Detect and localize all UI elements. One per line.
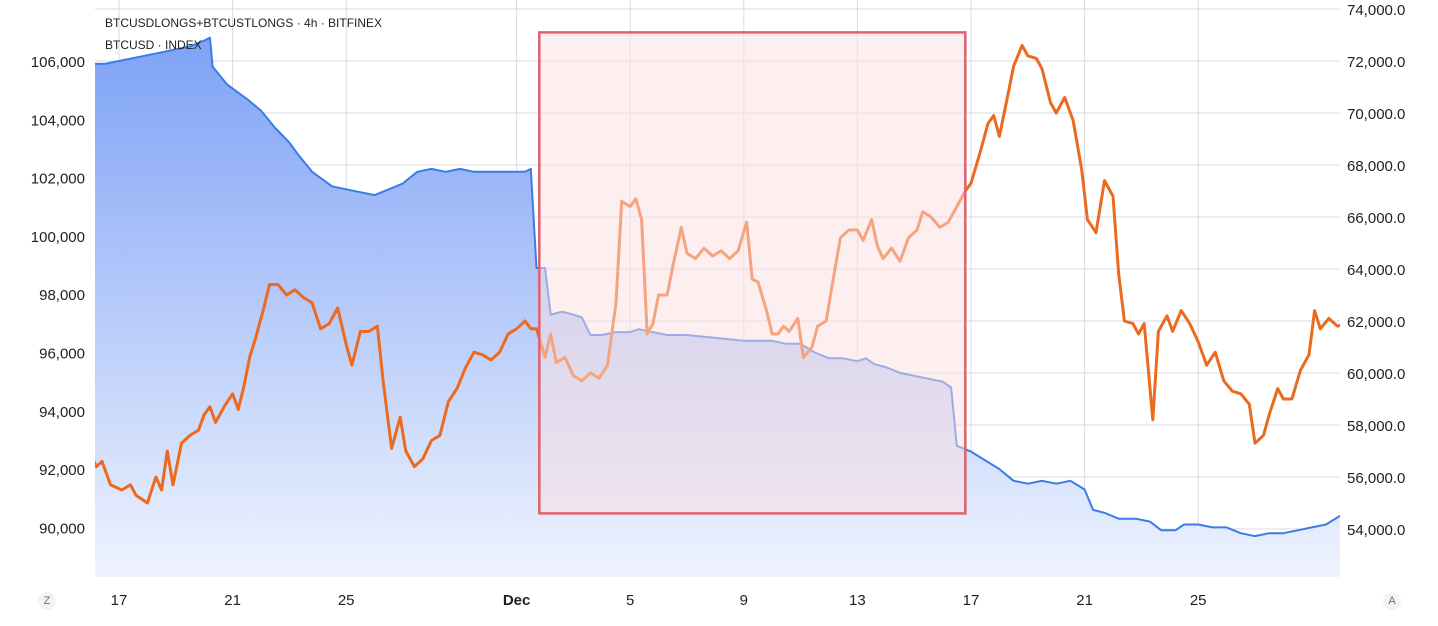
x-tick-label: 13 — [849, 592, 866, 609]
left-y-tick-label: 96,000 — [39, 346, 85, 363]
x-tick-label: 5 — [626, 592, 634, 609]
x-tick-label: 17 — [963, 592, 980, 609]
right-y-tick-label: 68,000.0 — [1347, 158, 1405, 175]
left-y-tick-label: 98,000 — [39, 287, 85, 304]
right-y-tick-label: 58,000.0 — [1347, 418, 1405, 435]
longs-area-fill — [95, 37, 1340, 577]
scale-a-button[interactable]: A — [1383, 592, 1401, 610]
x-tick-label: 21 — [1076, 592, 1093, 609]
highlight-rectangle — [538, 31, 967, 515]
x-tick-label: 25 — [338, 592, 355, 609]
left-y-tick-label: 90,000 — [39, 520, 85, 537]
x-tick-label: 17 — [111, 592, 128, 609]
x-tick-label: 9 — [740, 592, 748, 609]
left-y-tick-label: 102,000 — [31, 171, 85, 188]
x-tick-label: 21 — [224, 592, 241, 609]
x-tick-label: Dec — [503, 592, 531, 609]
right-y-tick-label: 70,000.0 — [1347, 106, 1405, 123]
right-y-tick-label: 64,000.0 — [1347, 262, 1405, 279]
right-y-tick-label: 72,000.0 — [1347, 54, 1405, 71]
left-y-tick-label: 100,000 — [31, 229, 85, 246]
legend-line-1: BTCUSDLONGS+BTCUSTLONGS · 4h · BITFINEX — [105, 16, 382, 30]
left-y-tick-label: 106,000 — [31, 54, 85, 71]
right-y-tick-label: 62,000.0 — [1347, 314, 1405, 331]
legend-line-2: BTCUSD · INDEX — [105, 38, 202, 52]
left-y-tick-label: 92,000 — [39, 462, 85, 479]
left-y-tick-label: 104,000 — [31, 112, 85, 129]
right-y-tick-label: 60,000.0 — [1347, 366, 1405, 383]
right-y-tick-label: 56,000.0 — [1347, 470, 1405, 487]
x-tick-label: 25 — [1190, 592, 1207, 609]
legend: BTCUSDLONGS+BTCUSTLONGS · 4h · BITFINEX … — [105, 16, 382, 52]
left-y-tick-label: 94,000 — [39, 404, 85, 421]
highlight-layer — [538, 31, 967, 515]
scale-z-button[interactable]: Z — [38, 592, 56, 610]
right-y-tick-label: 54,000.0 — [1347, 522, 1405, 539]
right-y-tick-label: 66,000.0 — [1347, 210, 1405, 227]
right-y-tick-label: 74,000.0 — [1347, 2, 1405, 19]
axes: 17 21 25 Dec 5 9 13 17 21 25 74,000.0 72,000.0 70,00… — [31, 2, 1406, 609]
